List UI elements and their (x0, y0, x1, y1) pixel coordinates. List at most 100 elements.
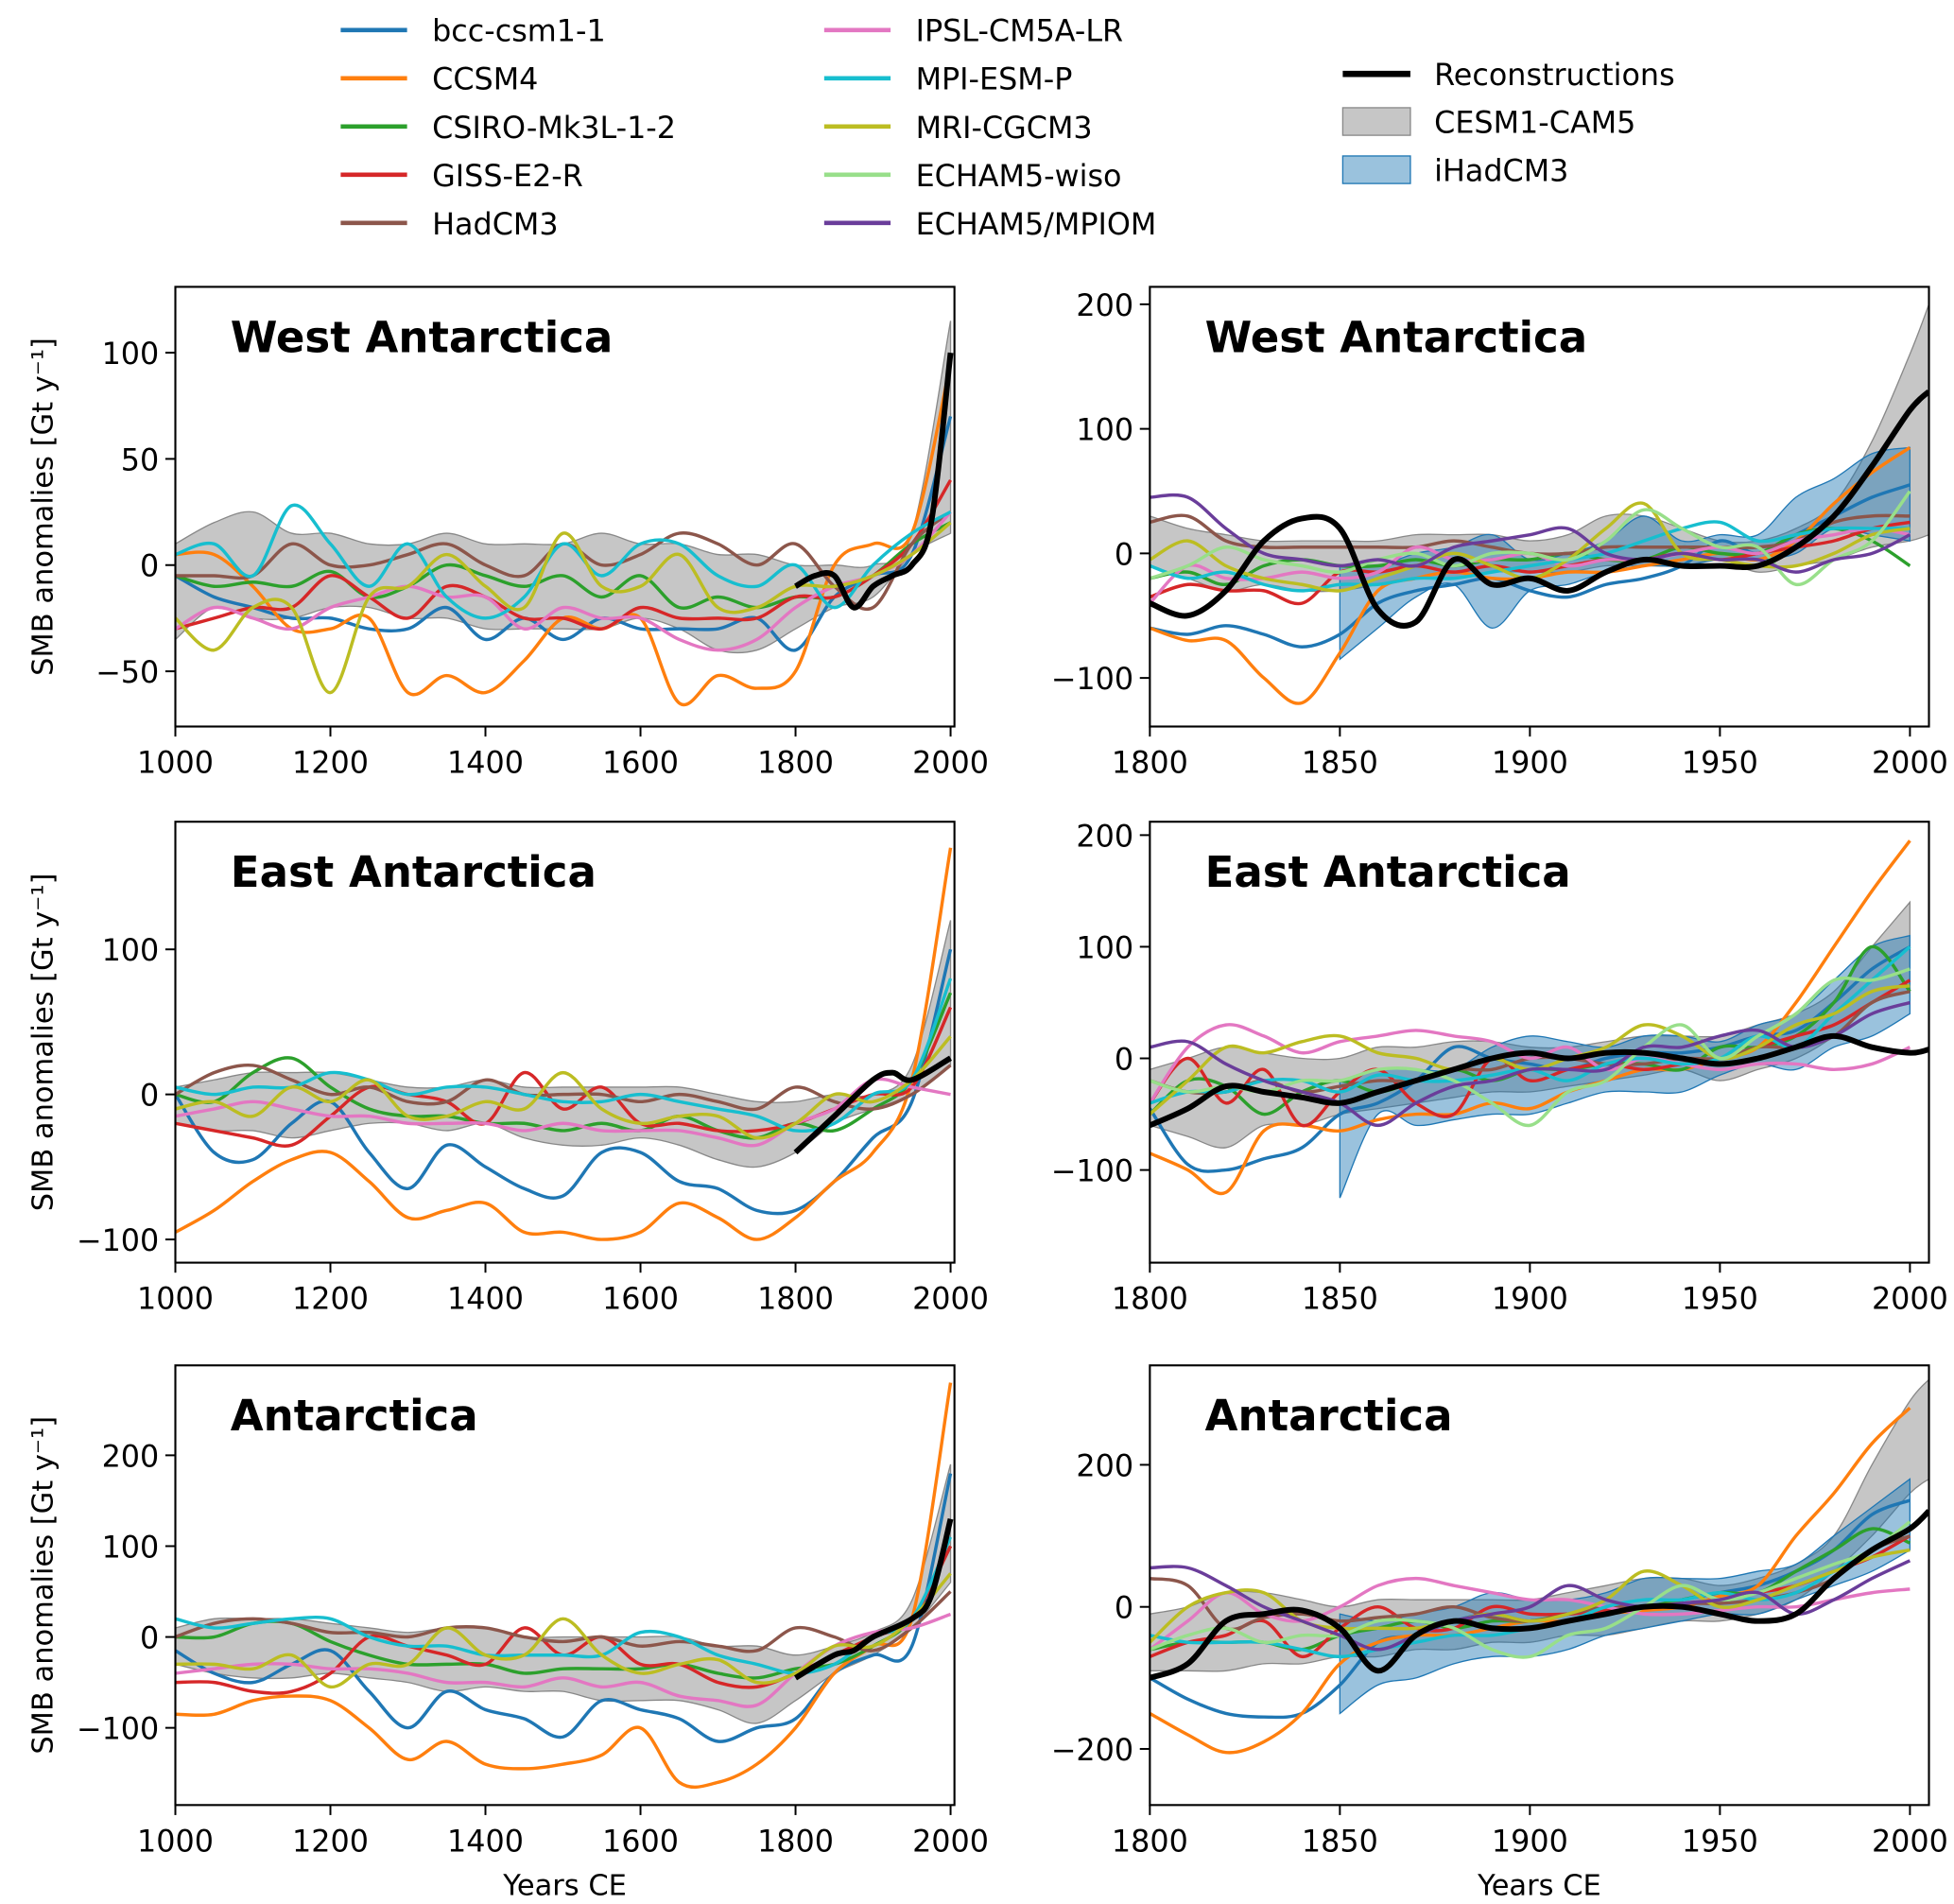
panel-title: West Antarctica (231, 312, 614, 362)
x-tick-label: 1800 (757, 1282, 834, 1317)
legend-label: iHadCM3 (1434, 153, 1568, 188)
panel-2: 1800 1850 1900 1950 2000 −100 0 100 200 West Anta… (1051, 286, 1948, 781)
y-tick-label: 0 (1115, 1042, 1133, 1077)
x-tick-label: 1400 (447, 1824, 524, 1859)
x-tick-label: 1950 (1682, 1824, 1758, 1859)
x-tick-label: 1800 (1112, 746, 1188, 781)
y-tick-label: 0 (140, 1079, 159, 1114)
series-line-bcc-csm1-1 (175, 1473, 953, 1743)
x-tick-label: 1000 (137, 1824, 214, 1859)
legend-entry: MPI-ESM-P (823, 62, 1072, 97)
y-tick-label: 200 (1076, 819, 1133, 854)
panel-5: 1000 1200 1400 1600 1800 2000 −100 0 100 200 Antar… (27, 1364, 989, 1903)
y-tick-label: −50 (95, 655, 159, 690)
axes-frame (174, 821, 956, 1264)
series-line-giss-e2-r (1150, 520, 1911, 606)
legend-label: MRI-CGCM3 (916, 111, 1093, 146)
legend-label: GISS-E2-R (432, 159, 583, 194)
legend-entry: CCSM4 (340, 62, 538, 97)
legend-patch-swatch (1341, 155, 1411, 184)
axes-frame (1149, 821, 1930, 1264)
y-tick-label: 100 (1076, 930, 1133, 965)
legend-label: CESM1-CAM5 (1434, 105, 1635, 140)
y-axis-label: SMB anomalies [Gt y⁻¹] (27, 1416, 61, 1755)
x-tick-label: 1400 (447, 746, 524, 781)
series-line-hadcm3 (175, 1590, 952, 1653)
series-line-bcc-csm1-1 (1150, 944, 1911, 1173)
series-line-echam5-mpiom (1150, 1000, 1911, 1128)
series-line-reconstructions (1150, 1032, 1929, 1129)
x-tick-label: 2000 (912, 746, 989, 781)
plot-area (175, 1382, 954, 1790)
legend-label: Reconstructions (1434, 58, 1675, 93)
series-line-mpi-esm-p (175, 1536, 953, 1675)
x-axis-label: Years CE (1477, 1870, 1601, 1903)
series-line-ccsm4 (175, 362, 953, 707)
series-line-ipsl-cm5a-lr (1150, 1023, 1911, 1104)
panel-3: 1000 1200 1400 1600 1800 2000 −100 0 100 East Ant… (27, 821, 989, 1317)
legend-label: ECHAM5-wiso (916, 159, 1122, 194)
x-tick-label: 1600 (602, 1824, 679, 1859)
legend-entry: bcc-csm1-1 (340, 14, 606, 49)
legend-entry: GISS-E2-R (340, 159, 583, 194)
x-tick-label: 2000 (912, 1282, 989, 1317)
legend-patch-swatch (1341, 107, 1411, 136)
y-tick-label: 100 (102, 337, 160, 372)
legend-entry: IPSL-CM5A-LR (823, 14, 1123, 49)
legend-entry: iHadCM3 (1341, 153, 1568, 188)
x-tick-label: 1950 (1682, 1282, 1758, 1317)
panel-title: Antarctica (1205, 1391, 1453, 1441)
series-line-ipsl-cm5a-lr (1150, 1576, 1911, 1652)
y-tick-label: 100 (102, 1530, 160, 1565)
x-tick-label: 1800 (1112, 1824, 1188, 1859)
legend-entry: ECHAM5/MPIOM (823, 207, 1156, 242)
y-axis-label: SMB anomalies [Gt y⁻¹] (27, 874, 61, 1212)
y-tick-label: 0 (140, 1620, 159, 1655)
plot-area (175, 320, 954, 707)
legend: bcc-csm1-1 CCSM4 CSIRO-Mk3L-1-2 GISS-E2-R Ha… (340, 14, 1675, 242)
x-tick-label: 1400 (447, 1282, 524, 1317)
legend-entry: CESM1-CAM5 (1341, 105, 1635, 140)
axes-frame (174, 286, 956, 728)
series-line-reconstructions (793, 1517, 954, 1681)
series-line-mpi-esm-p (175, 503, 952, 620)
y-tick-label: −200 (1051, 1733, 1133, 1768)
x-tick-label: 1000 (137, 1282, 214, 1317)
series-line-ccsm4 (1150, 839, 1911, 1196)
series-line-mri-cgcm3 (175, 521, 952, 695)
series-line-ipsl-cm5a-lr (175, 511, 952, 652)
x-tick-label: 2000 (1872, 1824, 1948, 1859)
y-tick-label: 0 (140, 549, 159, 584)
plot-area (175, 847, 953, 1241)
panel-1: 1000 1200 1400 1600 1800 2000 −50 0 50 100 West An… (27, 286, 989, 781)
band-ihadcm3 (1339, 1478, 1911, 1715)
series-line-mpi-esm-p (1150, 520, 1911, 593)
series-line-ipsl-cm5a-lr (175, 1077, 951, 1148)
y-tick-label: 100 (1076, 413, 1133, 448)
x-tick-label: 1600 (602, 1282, 679, 1317)
x-tick-label: 1200 (292, 1824, 369, 1859)
panel-title: East Antarctica (231, 847, 597, 897)
series-line-reconstructions (1150, 1509, 1929, 1681)
legend-entry: Reconstructions (1342, 58, 1675, 93)
x-tick-label: 1000 (137, 746, 214, 781)
series-line-mpi-esm-p (175, 978, 953, 1133)
x-tick-label: 1900 (1492, 1824, 1568, 1859)
y-tick-label: 200 (102, 1439, 160, 1474)
x-tick-label: 1800 (757, 746, 834, 781)
panel-title: East Antarctica (1205, 847, 1571, 897)
y-axis-label: SMB anomalies [Gt y⁻¹] (27, 338, 61, 676)
series-line-echam5-wiso (1150, 967, 1911, 1128)
y-tick-label: 200 (1076, 1448, 1133, 1483)
y-tick-label: 200 (1076, 288, 1133, 323)
series-line-csiro-mk3l-1-2 (175, 992, 953, 1140)
series-line-giss-e2-r (175, 478, 953, 631)
band-cesm1-cam5 (175, 1463, 952, 1724)
series-line-echam5-mpiom (1150, 493, 1911, 574)
legend-label: CCSM4 (432, 62, 538, 97)
x-tick-label: 1900 (1492, 746, 1568, 781)
legend-label: CSIRO-Mk3L-1-2 (432, 111, 676, 146)
y-tick-label: −100 (1051, 662, 1133, 697)
y-tick-label: 0 (1115, 1591, 1133, 1626)
